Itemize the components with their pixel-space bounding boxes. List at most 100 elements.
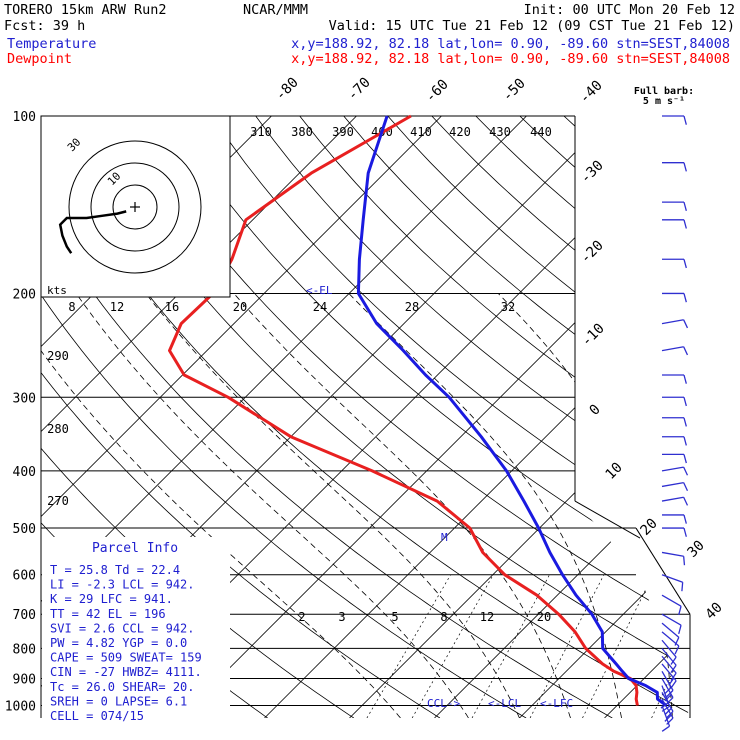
- el-marker: <-EL: [306, 284, 333, 297]
- pressure-tick-label: 300: [13, 391, 36, 406]
- pressure-tick-label: 600: [13, 569, 36, 584]
- mixing-ratio-label: 12: [480, 610, 494, 624]
- isotherm: [41, 116, 442, 718]
- parcel-info-row: LI = -2.3 LCL = 942.: [50, 578, 195, 592]
- wind-barb-flag: [683, 115, 687, 125]
- wind-barb-flag: [664, 694, 672, 702]
- forecast-hour: Fcst: 39 h: [4, 18, 85, 34]
- dry-adiabat: [167, 116, 690, 718]
- parcel-info-title: Parcel Info: [92, 541, 178, 556]
- temperature-tick-label: 30: [685, 538, 708, 561]
- wind-barb-flag: [683, 374, 687, 384]
- wind-barb: [662, 527, 687, 537]
- mixing-ratio-upper-label: 32: [501, 300, 515, 314]
- wind-barb-flag: [681, 582, 684, 592]
- m-marker: M: [441, 531, 448, 544]
- wind-barb: [662, 417, 687, 427]
- wind-barb-staff: [661, 594, 682, 607]
- wind-barb: [662, 201, 687, 212]
- dewpoint-profile: [356, 115, 668, 707]
- isotherm: [264, 116, 690, 718]
- full-barb-units: 5 m s⁻¹: [643, 96, 685, 107]
- lcl-marker: <-LCL: [488, 697, 521, 710]
- wind-barb: [662, 396, 687, 407]
- isotherm: [434, 116, 690, 718]
- dry-adiabat: [696, 116, 740, 718]
- moist-adiabat: [41, 293, 401, 718]
- wind-barb: [661, 639, 677, 665]
- moist-adiabat: [348, 293, 622, 718]
- pressure-tick-label: 500: [13, 522, 36, 537]
- theta-label: 390: [332, 125, 354, 139]
- mixing-ratio-label: 8: [440, 610, 447, 624]
- parcel-info-row: CAPE = 509 SWEAT= 159: [50, 651, 202, 665]
- wind-barb-flag: [670, 656, 677, 665]
- dry-adiabat: [41, 116, 613, 718]
- wind-barb: [662, 292, 687, 303]
- mixing-ratio-label: 2: [298, 610, 305, 624]
- legend-temperature: Temperature: [7, 36, 96, 52]
- ccl-marker: CCL->: [427, 697, 460, 710]
- left-theta-label: 270: [47, 494, 69, 508]
- init-label: Init: 00 UTC Mon 20 Feb 12: [524, 2, 735, 18]
- mixing-ratio-line: [651, 574, 690, 718]
- full-barb-label: Full barb:: [634, 86, 694, 97]
- lfc-marker: <-LFC: [540, 697, 573, 710]
- wind-barb-staff: [661, 663, 677, 682]
- wind-barb-flag: [683, 293, 687, 303]
- wind-barb-flag: [683, 436, 687, 446]
- wind-barb-flag: [683, 201, 687, 212]
- hodograph-units: kts: [47, 284, 67, 297]
- mixing-ratio-label: 3: [338, 610, 345, 624]
- dry-adiabat: [211, 116, 690, 718]
- wind-barb-staff: [661, 613, 682, 626]
- moist-adiabat: [75, 293, 469, 718]
- mixing-ratio-upper-label: 8: [68, 300, 75, 314]
- wind-barb-flag: [683, 496, 689, 506]
- wind-barb-flag: [666, 689, 674, 698]
- dry-adiabat: [255, 116, 690, 718]
- moist-adiabat: [233, 293, 571, 718]
- dry-adiabat: [431, 116, 690, 718]
- wind-barb: [661, 496, 689, 506]
- wind-barb-flag: [683, 346, 689, 356]
- legend-dewpoint: Dewpoint: [7, 51, 72, 67]
- wind-barb-staff: [661, 319, 684, 325]
- mixing-ratio-label: 20: [537, 610, 551, 624]
- mixing-ratio-line: [471, 574, 550, 718]
- wind-barb-flag: [683, 259, 687, 269]
- temperature-tick-label: -50: [500, 76, 529, 105]
- wind-barb-flag: [683, 397, 687, 407]
- theta-label: 440: [530, 125, 552, 139]
- wind-barb-flag: [674, 637, 680, 646]
- pressure-tick-label: 1000: [5, 700, 36, 715]
- wind-barb-staff: [661, 639, 677, 658]
- wind-barb-flag: [683, 319, 689, 329]
- mixing-ratio-upper-label: 24: [313, 300, 327, 314]
- parcel-info-row: SVI = 2.6 CCL = 942.: [50, 621, 195, 635]
- center-label: NCAR/MMM: [243, 2, 308, 18]
- mixing-ratio-line: [582, 574, 654, 718]
- frame-diagonal: [574, 500, 641, 539]
- wind-barb: [662, 219, 687, 229]
- wind-barb-flag: [670, 672, 677, 681]
- temperature-tick-label: 0: [587, 402, 604, 419]
- temperature-tick-label: 40: [703, 600, 726, 623]
- wind-barb: [662, 374, 687, 384]
- full-barb-note: Full barb: 5 m s⁻¹: [634, 86, 694, 107]
- wind-barb-flag: [664, 686, 672, 695]
- parcel-info-row: TT = 42 EL = 196: [50, 607, 166, 621]
- wind-barb-flag: [666, 697, 674, 705]
- moist-adiabat: [145, 293, 520, 718]
- wind-barbs: [660, 115, 689, 732]
- temperature-station-info: x,y=188.92, 82.18 lat,lon= 0.90, -89.60 …: [291, 36, 730, 52]
- wind-barb: [661, 663, 677, 689]
- wind-barb: [661, 622, 680, 646]
- wind-barb-flag: [683, 454, 687, 464]
- wind-barb-staff: [661, 698, 674, 719]
- parcel-info-row: PW = 4.82 YGP = 0.0: [50, 636, 187, 650]
- wind-barb: [661, 613, 682, 635]
- temperature-tick-label: -60: [423, 77, 452, 106]
